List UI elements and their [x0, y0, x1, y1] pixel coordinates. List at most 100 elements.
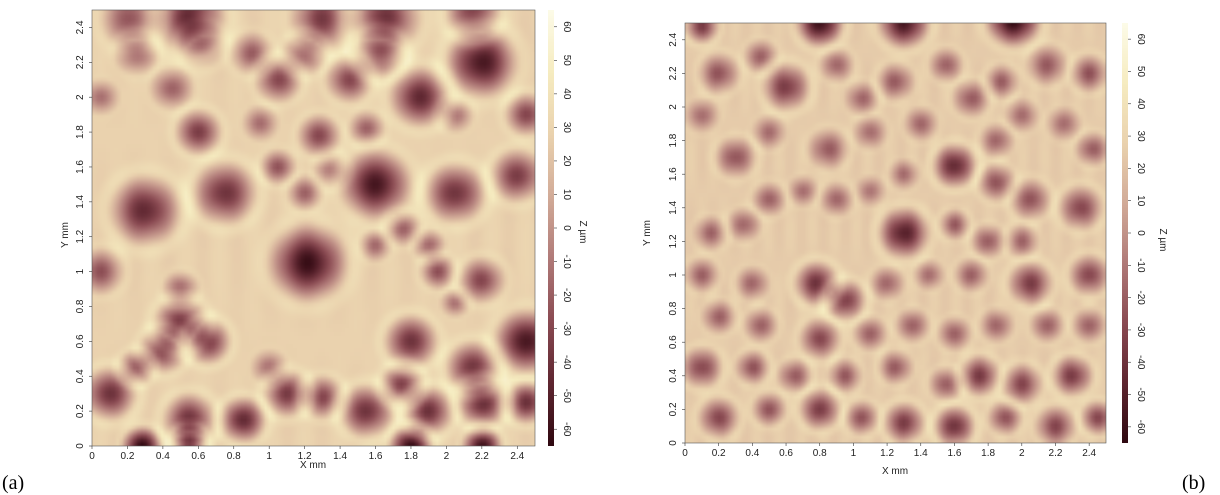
x-ticks-b: 0 0.2 0.4 0.6 0.8 1 1.2 1.4 1.6 1.8 2 2.2 2.4 — [682, 443, 1097, 459]
y-ticks-a: 0 0.2 0.4 0.6 0.8 1 1.2 1.4 1.6 1.8 2 2.2 2.4 — [75, 20, 92, 449]
heatmap-b-image — [685, 23, 1106, 443]
colorbar-tick-label: -30 — [1135, 323, 1146, 338]
panel-label-a: (a) — [2, 472, 24, 494]
x-tick-label: 1.6 — [369, 451, 383, 462]
y-tick-label: 0.6 — [668, 335, 679, 349]
colorbar-tick-label: 30 — [561, 122, 572, 134]
x-tick-label: 1 — [851, 448, 857, 459]
y-tick-label: 0.2 — [75, 404, 86, 418]
x-tick-label: 1.4 — [914, 448, 928, 459]
x-tick-label: 2 — [1019, 448, 1025, 459]
colorbar-tick-label: -40 — [1135, 355, 1146, 370]
colorbar-tick-label: 0 — [561, 225, 572, 231]
x-ticks-a: 0 0.2 0.4 0.6 0.8 1 1.2 1.4 1.6 1.8 2 2.2 2.4 — [89, 446, 525, 462]
colorbar-tick-label: 50 — [561, 55, 572, 67]
y-tick-label: 2.4 — [668, 32, 679, 46]
x-tick-label: 0.4 — [745, 448, 759, 459]
y-tick-label: 0 — [668, 440, 679, 446]
x-tick-label: 2.2 — [1049, 448, 1063, 459]
colorbar-label-a: Z µm — [577, 221, 588, 244]
panel-label-b: (b) — [1182, 472, 1205, 494]
x-tick-label: 1.4 — [333, 451, 347, 462]
heatmap-b-frame — [684, 22, 1107, 444]
x-tick-label: 2.2 — [475, 451, 489, 462]
colorbar-tick-label: -10 — [1135, 258, 1146, 273]
y-tick-label: 2.2 — [668, 66, 679, 80]
y-tick-label: 2.4 — [75, 20, 86, 34]
heatmap-a-frame — [91, 9, 536, 447]
x-tick-label: 0.2 — [120, 451, 134, 462]
colorbar-tick-label: 40 — [561, 88, 572, 100]
y-tick-label: 0.4 — [668, 368, 679, 382]
y-axis-title-a: Y mm — [60, 222, 71, 248]
colorbar-tick-label: 0 — [1135, 230, 1146, 236]
y-tick-label: 1.4 — [75, 194, 86, 208]
x-tick-label: 0.2 — [712, 448, 726, 459]
colorbar-tick-label: -50 — [1135, 387, 1146, 402]
colorbar-a-image — [548, 10, 554, 446]
colorbar-tick-label: 10 — [1135, 195, 1146, 207]
colorbar-tick-label: 40 — [1135, 98, 1146, 110]
x-tick-label: 1.6 — [947, 448, 961, 459]
x-tick-label: 0.4 — [156, 451, 170, 462]
colorbar-tick-label: -50 — [561, 388, 572, 403]
x-tick-label: 1.2 — [880, 448, 894, 459]
y-ticks-b: 0 0.2 0.4 0.6 0.8 1 1.2 1.4 1.6 1.8 2 2.2 2.4 — [668, 32, 685, 446]
y-axis-title-b: Y mm — [642, 220, 653, 246]
colorbar-b-image — [1122, 23, 1128, 443]
colorbar-tick-label: -40 — [561, 355, 572, 370]
y-tick-label: 0 — [75, 443, 86, 449]
colorbar-tick-label: -60 — [1135, 420, 1146, 435]
colorbar-tick-label: -10 — [561, 254, 572, 269]
colorbar-tick-label: -20 — [561, 288, 572, 303]
colorbar-tick-label: 60 — [561, 21, 572, 33]
y-tick-label: 0.2 — [668, 402, 679, 416]
y-tick-label: 1.2 — [668, 234, 679, 248]
y-tick-label: 1.8 — [668, 133, 679, 147]
x-tick-label: 2 — [444, 451, 450, 462]
y-tick-label: 2.2 — [75, 55, 86, 69]
heatmap-a-image — [92, 10, 535, 446]
x-tick-label: 1.2 — [298, 451, 312, 462]
x-axis-title-a: X mm — [300, 460, 326, 471]
colorbar-ticks-a: -60 -50 -40 -30 -20 -10 0 10 20 30 40 50 60 — [554, 21, 572, 437]
x-tick-label: 0.6 — [779, 448, 793, 459]
colorbar-tick-label: 20 — [561, 155, 572, 167]
y-tick-label: 1.4 — [668, 200, 679, 214]
colorbar-tick-label: 50 — [1135, 66, 1146, 78]
x-tick-label: 0 — [682, 448, 688, 459]
x-tick-label: 2.4 — [510, 451, 524, 462]
colorbar-tick-label: 20 — [1135, 163, 1146, 175]
y-tick-label: 2 — [75, 94, 86, 100]
colorbar-tick-label: -60 — [561, 422, 572, 437]
colorbar-tick-label: -20 — [1135, 290, 1146, 305]
y-tick-label: 0.8 — [668, 301, 679, 315]
x-tick-label: 0.8 — [227, 451, 241, 462]
colorbar-label-b: Z µm — [1157, 229, 1168, 252]
x-tick-label: 2.4 — [1082, 448, 1096, 459]
colorbar-tick-label: 60 — [1135, 34, 1146, 46]
y-tick-label: 1.8 — [75, 125, 86, 139]
x-tick-label: 1.8 — [404, 451, 418, 462]
y-tick-label: 1.6 — [668, 167, 679, 181]
panel-b: 0 0.2 0.4 0.6 0.8 1 1.2 1.4 1.6 1.8 2 2.2 2.4 0 0.2 0.… — [642, 22, 1168, 477]
colorbar-tick-label: 10 — [561, 189, 572, 201]
colorbar-tick-label: 30 — [1135, 131, 1146, 143]
y-tick-label: 1 — [75, 268, 86, 274]
colorbar-tick-label: -30 — [561, 321, 572, 336]
y-tick-label: 1.2 — [75, 229, 86, 243]
x-tick-label: 1.8 — [981, 448, 995, 459]
colorbar-ticks-b: -60 -50 -40 -30 -20 -10 0 10 20 30 40 50 60 — [1128, 34, 1146, 435]
y-tick-label: 1 — [668, 272, 679, 278]
x-axis-title-b: X mm — [882, 466, 908, 477]
y-tick-label: 0.6 — [75, 334, 86, 348]
y-tick-label: 0.4 — [75, 369, 86, 383]
panel-a: 0 0.2 0.4 0.6 0.8 1 1.2 1.4 1.6 1.8 2 2.2 2.4 0 0.2 0.… — [60, 9, 588, 471]
y-tick-label: 2 — [668, 104, 679, 110]
x-tick-label: 1 — [266, 451, 272, 462]
y-tick-label: 1.6 — [75, 160, 86, 174]
x-tick-label: 0.6 — [191, 451, 205, 462]
x-tick-label: 0.8 — [813, 448, 827, 459]
x-tick-label: 0 — [89, 451, 95, 462]
